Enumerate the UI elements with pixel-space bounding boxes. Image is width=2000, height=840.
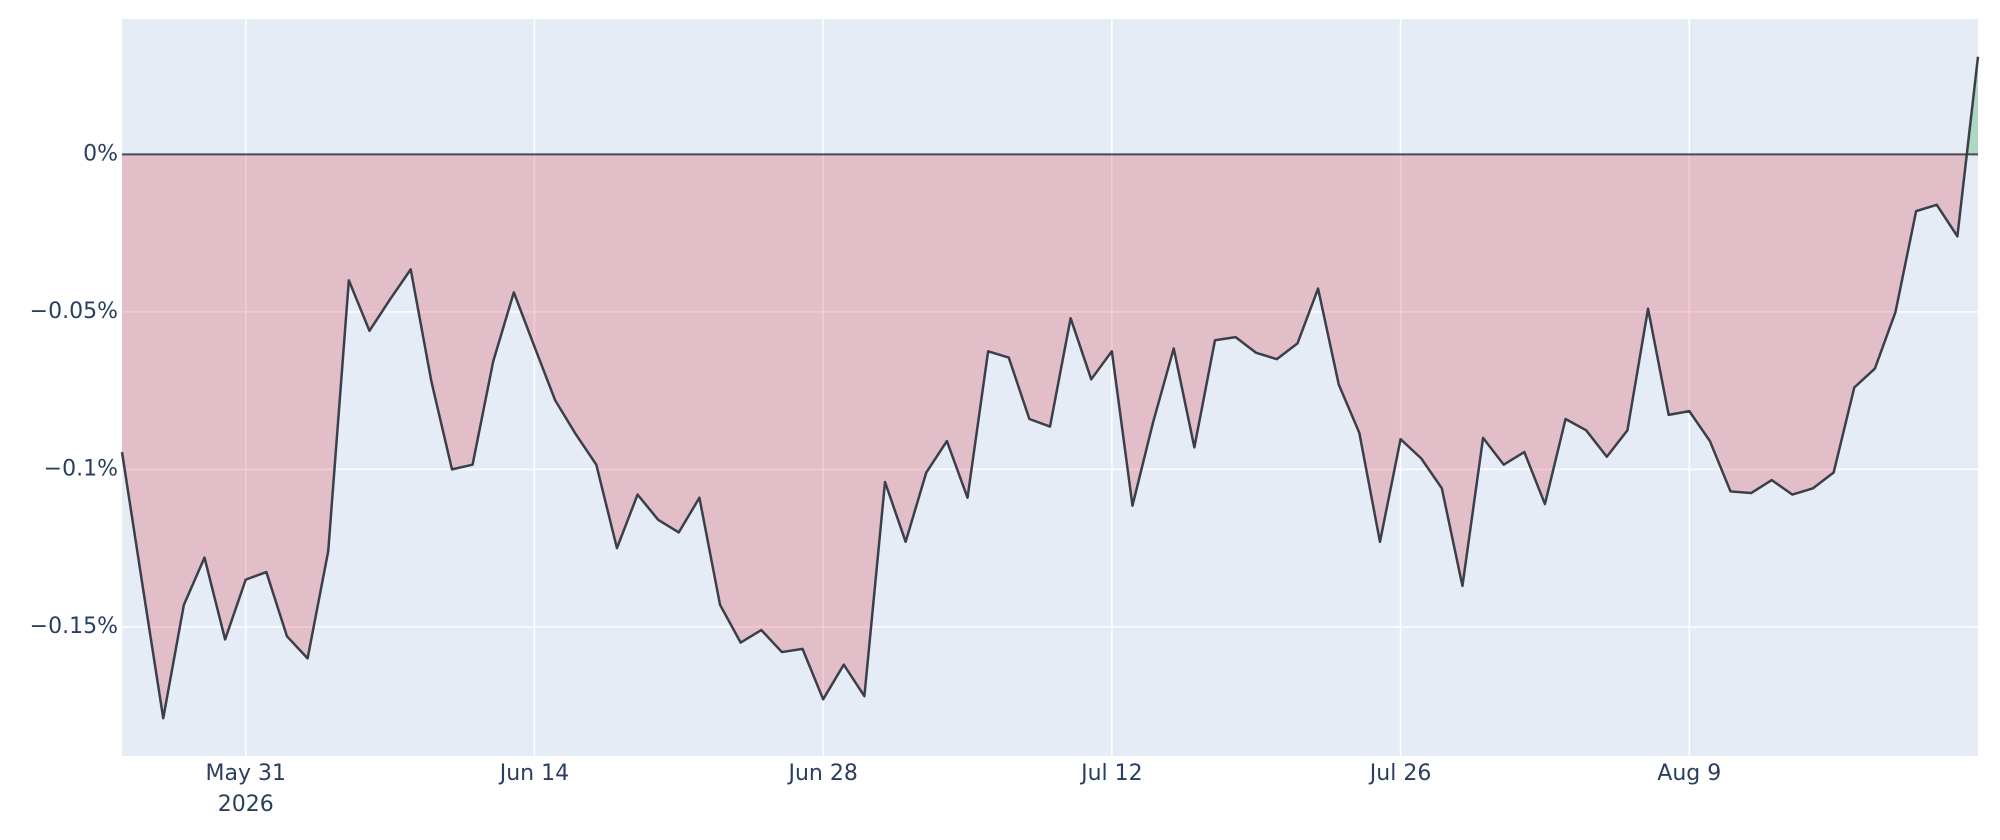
line <box>120 56 1980 720</box>
x-tick-label: May 31 <box>205 761 285 786</box>
plot-area <box>122 19 1978 756</box>
y-tick-label: −0.05% <box>30 299 118 324</box>
y-tick-label: −0.1% <box>44 456 118 481</box>
x-tick-label: Aug 9 <box>1657 761 1721 786</box>
y-tick-label: −0.15% <box>30 614 118 639</box>
x-tick-label: Jun 14 <box>498 761 569 786</box>
x-tick-label: Jun 28 <box>786 761 857 786</box>
x-tick-label: Jul 26 <box>1368 761 1432 786</box>
x-year-label: 2026 <box>218 792 274 817</box>
y-tick-label: 0% <box>83 141 118 166</box>
x-tick-label: Jul 12 <box>1079 761 1143 786</box>
